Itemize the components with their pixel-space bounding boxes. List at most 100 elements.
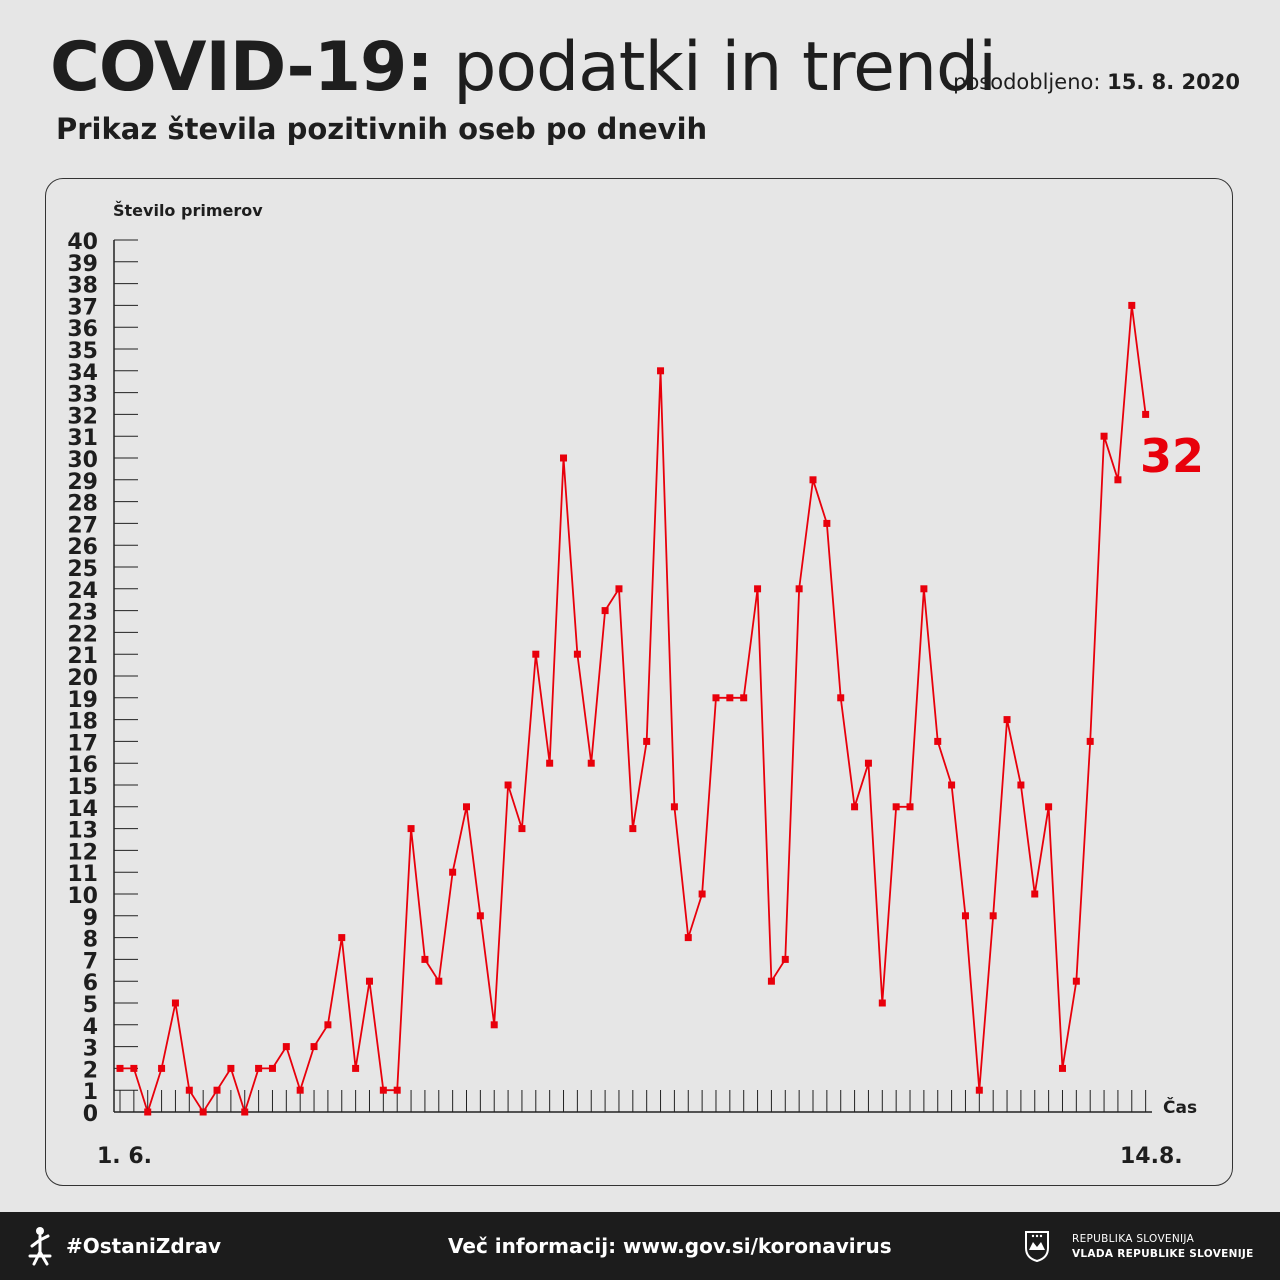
y-tick-label: 32 bbox=[67, 404, 98, 429]
y-tick-label: 9 bbox=[83, 906, 98, 931]
data-point bbox=[670, 803, 678, 811]
y-tick-label: 2 bbox=[83, 1058, 98, 1083]
y-tick-label: 34 bbox=[67, 361, 98, 386]
data-point bbox=[504, 781, 512, 789]
page-title: COVID-19: podatki in trendi bbox=[50, 22, 997, 114]
chart-svg: 0123456789101112131415161718192021222324… bbox=[67, 201, 1204, 1169]
subtitle: Prikaz števila pozitivnih oseb po dnevih bbox=[56, 112, 708, 146]
y-tick-label: 8 bbox=[83, 928, 98, 953]
data-point bbox=[1072, 977, 1080, 985]
y-tick-label: 4 bbox=[83, 1015, 98, 1040]
data-point bbox=[629, 825, 637, 833]
data-point bbox=[1017, 781, 1025, 789]
data-point bbox=[934, 737, 942, 745]
y-tick-label: 21 bbox=[67, 644, 98, 669]
data-point bbox=[712, 694, 720, 702]
data-point bbox=[948, 781, 956, 789]
y-tick-label: 13 bbox=[67, 819, 98, 844]
latest-value-label: 32 bbox=[1140, 429, 1204, 483]
government-label: REPUBLIKA SLOVENIJA VLADA REPUBLIKE SLOV… bbox=[1072, 1232, 1254, 1262]
data-point bbox=[767, 977, 775, 985]
data-point bbox=[657, 367, 665, 375]
y-tick-label: 23 bbox=[67, 601, 98, 626]
coat-of-arms-icon bbox=[1025, 1231, 1049, 1262]
data-point bbox=[282, 1043, 290, 1051]
y-tick-label: 16 bbox=[67, 753, 98, 778]
updated-date: 15. 8. 2020 bbox=[1107, 70, 1240, 94]
hashtag: #OstaniZdrav bbox=[66, 1234, 222, 1258]
data-point bbox=[518, 825, 526, 833]
data-point bbox=[823, 519, 831, 527]
series-line bbox=[120, 305, 1147, 1115]
y-tick-label: 38 bbox=[67, 274, 98, 299]
data-point bbox=[1142, 410, 1150, 418]
data-point bbox=[851, 803, 859, 811]
y-tick-label: 0 bbox=[83, 1102, 98, 1127]
data-point bbox=[116, 1064, 124, 1072]
data-point bbox=[324, 1021, 332, 1029]
data-point bbox=[476, 912, 484, 920]
y-tick-label: 3 bbox=[83, 1037, 98, 1062]
y-tick-label: 1 bbox=[83, 1080, 98, 1105]
data-point bbox=[407, 825, 415, 833]
data-point bbox=[587, 759, 595, 767]
y-tick-label: 10 bbox=[67, 884, 98, 909]
data-point bbox=[379, 1086, 387, 1094]
y-tick-label: 22 bbox=[67, 622, 98, 647]
x-start-label: 1. 6. bbox=[97, 1144, 152, 1169]
data-point bbox=[490, 1021, 498, 1029]
data-point bbox=[144, 1108, 152, 1116]
y-tick-label: 28 bbox=[67, 492, 98, 517]
data-point bbox=[1031, 890, 1039, 898]
y-tick-label: 26 bbox=[67, 535, 98, 560]
data-point bbox=[684, 934, 692, 942]
data-point bbox=[241, 1108, 249, 1116]
title-bold: COVID-19: bbox=[50, 28, 434, 107]
y-tick-label: 18 bbox=[67, 710, 98, 735]
gov-line1: REPUBLIKA SLOVENIJA bbox=[1072, 1233, 1195, 1245]
data-point bbox=[740, 694, 748, 702]
data-point bbox=[199, 1108, 207, 1116]
y-tick-label: 33 bbox=[67, 383, 98, 408]
data-point bbox=[560, 454, 568, 462]
y-tick-label: 35 bbox=[67, 339, 98, 364]
y-tick-label: 36 bbox=[67, 317, 98, 342]
y-tick-label: 31 bbox=[67, 426, 98, 451]
data-point bbox=[365, 977, 373, 985]
data-point bbox=[255, 1064, 263, 1072]
data-point bbox=[1114, 476, 1122, 484]
y-axis-title: Število primerov bbox=[113, 201, 263, 220]
data-point bbox=[352, 1064, 360, 1072]
data-point bbox=[213, 1086, 221, 1094]
data-point bbox=[532, 650, 540, 658]
data-point bbox=[1086, 737, 1094, 745]
y-tick-label: 40 bbox=[67, 230, 98, 255]
y-tick-label: 7 bbox=[83, 949, 98, 974]
data-point bbox=[892, 803, 900, 811]
data-point bbox=[1045, 803, 1053, 811]
x-end-label: 14.8. bbox=[1120, 1144, 1183, 1169]
data-point bbox=[573, 650, 581, 658]
data-point bbox=[864, 759, 872, 767]
y-tick-label: 14 bbox=[67, 797, 98, 822]
data-point bbox=[463, 803, 470, 811]
data-point bbox=[296, 1086, 304, 1094]
data-point bbox=[781, 955, 789, 963]
footer: #OstaniZdrav Več informacij: www.gov.si/… bbox=[0, 1212, 1280, 1280]
data-point bbox=[1128, 301, 1136, 309]
updated-label: posodobljeno: bbox=[953, 70, 1101, 94]
y-tick-label: 19 bbox=[67, 688, 98, 713]
data-point bbox=[615, 585, 623, 593]
updated-info: posodobljeno: 15. 8. 2020 bbox=[953, 70, 1240, 94]
y-tick-label: 15 bbox=[67, 775, 98, 800]
more-info-link[interactable]: Več informacij: www.gov.si/koronavirus bbox=[448, 1234, 892, 1258]
data-point bbox=[961, 912, 969, 920]
y-tick-label: 24 bbox=[67, 579, 98, 604]
chart-panel bbox=[45, 178, 1233, 1186]
data-point bbox=[185, 1086, 193, 1094]
figure-logo-icon bbox=[28, 1227, 52, 1266]
data-point bbox=[227, 1064, 235, 1072]
data-point bbox=[449, 868, 457, 876]
y-tick-label: 39 bbox=[67, 252, 98, 277]
y-tick-label: 12 bbox=[67, 840, 98, 865]
